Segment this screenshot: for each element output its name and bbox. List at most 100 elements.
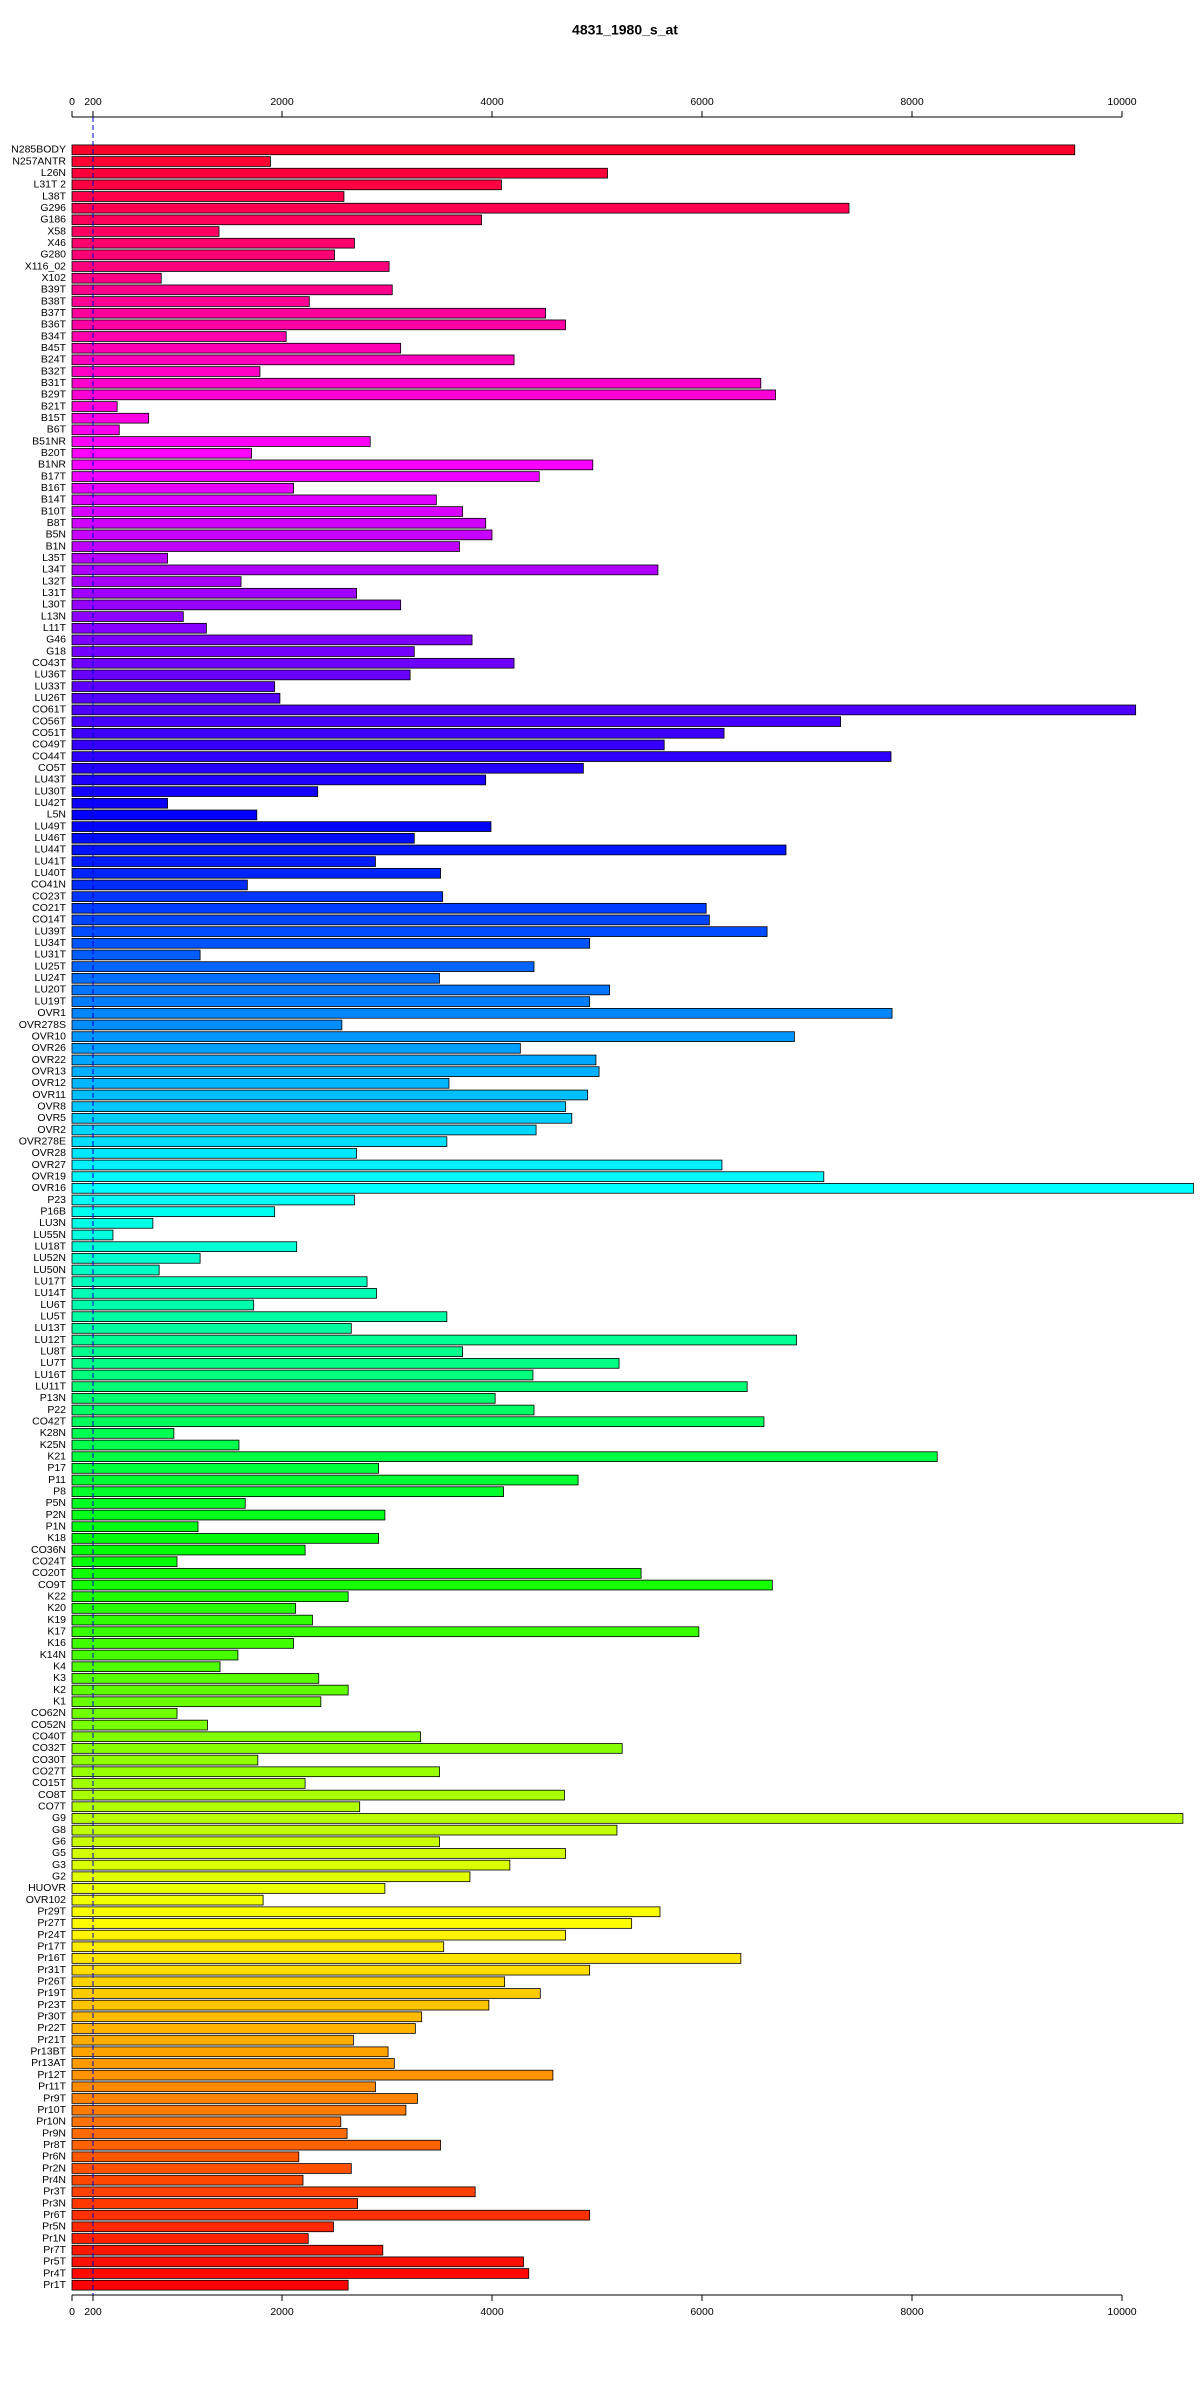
bar (71, 1964, 591, 1976)
y-tick-label: CO43T (32, 657, 66, 669)
y-tick-label: CO24T (32, 1556, 66, 1568)
y-tick-label: LU33T (34, 680, 66, 692)
y-tick-label: B6T (47, 424, 67, 436)
bar (71, 1999, 490, 2011)
y-tick-label: B10T (41, 505, 67, 517)
y-tick-label: LU42T (34, 797, 66, 809)
bar (71, 1614, 313, 1626)
y-tick-label: OVR10 (32, 1030, 67, 1042)
bar (71, 1369, 534, 1381)
bar (71, 2209, 591, 2221)
y-tick-label: G186 (40, 214, 66, 226)
bar (71, 1918, 633, 1929)
x-tick-label: 200 (84, 96, 102, 108)
bar (71, 2174, 304, 2186)
y-tick-label: Pr21T (37, 2034, 66, 2046)
bar (71, 1008, 893, 1019)
y-tick-label: X58 (47, 225, 66, 237)
bar (71, 2139, 441, 2151)
y-tick-label: B32T (41, 365, 67, 377)
bar (71, 1661, 221, 1673)
y-tick-label: OVR278S (19, 1019, 66, 1031)
bar (71, 1731, 422, 1743)
y-tick-label: OVR26 (32, 1042, 67, 1054)
y-tick-label: Pr13AT (31, 2057, 66, 2069)
y-tick-label: LU52N (33, 1252, 66, 1264)
y-tick-label: LU3N (39, 1217, 66, 1229)
y-tick-label: B45T (41, 342, 67, 354)
y-tick-label: LU39T (34, 925, 66, 937)
bar (71, 261, 390, 272)
bar (71, 762, 584, 774)
y-tick-label: LU7T (40, 1357, 66, 1369)
y-tick-label: LU12T (34, 1334, 66, 1346)
y-tick-label: P5N (46, 1497, 66, 1509)
bar (71, 412, 150, 424)
bar (71, 1673, 320, 1684)
y-tick-label: CO30T (32, 1754, 66, 1766)
bar (71, 1253, 201, 1264)
bar (71, 2058, 395, 2069)
y-tick-label: LU5T (40, 1310, 66, 1322)
bar (71, 237, 355, 249)
x-tick-label: 4000 (480, 2306, 504, 2318)
bar (71, 669, 411, 681)
chart-title: 4831_1980_s_at (572, 22, 678, 38)
bar (71, 1334, 797, 1346)
y-tick-label: Pr4N (42, 2174, 66, 2186)
y-tick-label: P16B (40, 1205, 66, 1217)
bar (71, 552, 168, 564)
y-tick-label: K17 (47, 1626, 66, 1638)
bar (71, 1323, 352, 1334)
y-tick-label: LU43T (34, 774, 66, 786)
bar (71, 494, 437, 506)
y-tick-label: X102 (41, 272, 66, 284)
y-tick-label: K21 (47, 1450, 66, 1462)
bar (71, 1871, 471, 1883)
y-tick-label: L38T (42, 190, 67, 202)
y-tick-label: Pr26T (37, 1976, 66, 1988)
y-tick-label: L13N (41, 610, 66, 622)
bar (71, 1136, 448, 1147)
bar (71, 1789, 565, 1801)
bar (71, 226, 220, 237)
y-tick-label: Pr6T (43, 2209, 66, 2221)
y-tick-label: B17T (41, 470, 67, 482)
bar (71, 2221, 334, 2233)
y-tick-label: L32T (42, 575, 67, 587)
bar (71, 1463, 380, 1474)
x-tick-label: 10000 (1107, 96, 1136, 108)
y-tick-label: K19 (47, 1614, 66, 1626)
bar (71, 1556, 178, 1568)
y-tick-label: Pr31T (37, 1964, 66, 1976)
y-tick-label: B16T (41, 482, 67, 494)
y-tick-label: CO61T (32, 704, 66, 716)
bar (71, 342, 402, 354)
bar (71, 867, 441, 879)
y-tick-label: LU36T (34, 669, 66, 681)
bar (71, 1766, 440, 1778)
y-tick-label: Pr17T (37, 1941, 66, 1953)
y-tick-label: CO27T (32, 1766, 66, 1778)
bar (71, 879, 248, 891)
bar (71, 517, 487, 529)
bar (71, 1941, 445, 1953)
y-tick-label: CO40T (32, 1731, 66, 1743)
y-tick-label: LU50N (33, 1264, 66, 1276)
bar (71, 739, 665, 751)
y-tick-label: OVR27 (32, 1159, 67, 1171)
y-tick-label: LU24T (34, 972, 66, 984)
bar (71, 704, 1137, 716)
y-tick-label: K28N (40, 1427, 66, 1439)
bar (71, 1311, 448, 1322)
bar (71, 1054, 597, 1066)
bar (71, 2104, 407, 2116)
bar (71, 1066, 600, 1077)
y-tick-label: CO32T (32, 1742, 66, 1754)
y-tick-label: G9 (52, 1812, 66, 1824)
y-tick-label: OVR8 (37, 1100, 66, 1112)
bar (71, 331, 287, 342)
bar (71, 1381, 748, 1392)
y-tick-label: LU8T (40, 1345, 66, 1357)
y-tick-label: K1 (53, 1696, 66, 1708)
